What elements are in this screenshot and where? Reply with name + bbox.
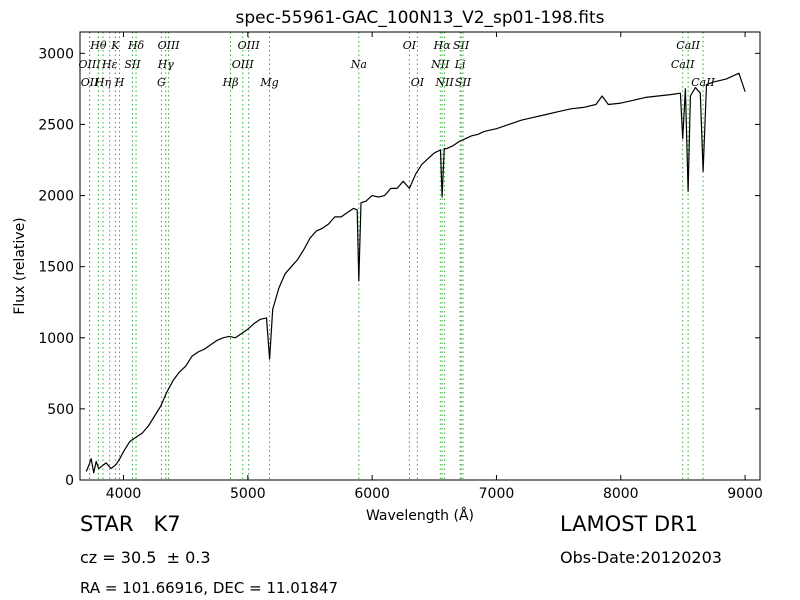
marker-label: Hη [94, 76, 112, 89]
axis-ticks: 4000 5000 6000 7000 8000 9000 0 500 1000 1500 2000… [38, 32, 763, 502]
plot-frame [79, 31, 761, 481]
marker-label: Na [350, 58, 367, 71]
marker-label: OIII [238, 39, 261, 52]
marker-label: NII [434, 76, 454, 89]
marker-label: OI [403, 39, 417, 52]
marker-label: CaII [691, 76, 715, 89]
x-axis-label: Wavelength (Å) [366, 507, 474, 524]
marker-label: Hα [433, 39, 452, 52]
x-tick-label: 7000 [479, 486, 515, 502]
spectrum-line [85, 72, 746, 474]
marker-label: Hε [101, 58, 118, 71]
obs-date-label: Obs-Date:20120203 [560, 548, 722, 567]
ra-dec-label: RA = 101.66916, DEC = 11.01847 [80, 579, 339, 597]
marker-label: Hθ [89, 39, 107, 52]
marker-label: K [110, 39, 120, 52]
marker-label: SII [453, 39, 470, 52]
y-tick-label: 0 [65, 473, 74, 489]
x-tick-label: 8000 [603, 486, 639, 502]
x-tick-label: 6000 [354, 486, 390, 502]
chart-title: spec-55961-GAC_100N13_V2_sp01-198.fits [235, 8, 604, 28]
x-tick-label: 5000 [230, 486, 266, 502]
marker-label: Hγ [157, 58, 175, 71]
y-tick-label: 1500 [38, 260, 74, 276]
marker-label: Hβ [222, 76, 239, 89]
marker-label: OI [411, 76, 425, 89]
marker-label: CaII [676, 39, 700, 52]
marker-label: NII [430, 58, 450, 71]
marker-label: G [157, 76, 166, 89]
marker-label: OIII [232, 58, 255, 71]
y-axis-label: Flux (relative) [12, 217, 28, 314]
marker-label: CaII [671, 58, 695, 71]
marker-label: Mg [259, 76, 278, 89]
y-tick-label: 1000 [38, 331, 74, 347]
marker-label: OIII [79, 58, 102, 71]
marker-label: SII [124, 58, 141, 71]
marker-label: SII [455, 76, 472, 89]
y-tick-label: 3000 [38, 46, 74, 62]
redshift-label: cz = 30.5 ± 0.3 [80, 548, 211, 567]
x-tick-label: 9000 [727, 486, 763, 502]
object-class-label: STAR K7 [80, 512, 181, 536]
marker-label: OIII [158, 39, 181, 52]
y-tick-label: 500 [47, 402, 74, 418]
y-tick-label: 2000 [38, 189, 74, 205]
marker-label: Hδ [127, 39, 145, 52]
marker-label: H [114, 76, 125, 89]
x-tick-label: 4000 [106, 486, 142, 502]
y-tick-label: 2500 [38, 117, 74, 133]
marker-label: Li [454, 58, 466, 71]
line-markers: OIIOIIIHθHηHεKHSIIHδGHγOIIIHβOIIIOIIIMgN… [79, 32, 716, 480]
survey-label: LAMOST DR1 [560, 512, 699, 536]
spectrum-series [85, 72, 746, 474]
